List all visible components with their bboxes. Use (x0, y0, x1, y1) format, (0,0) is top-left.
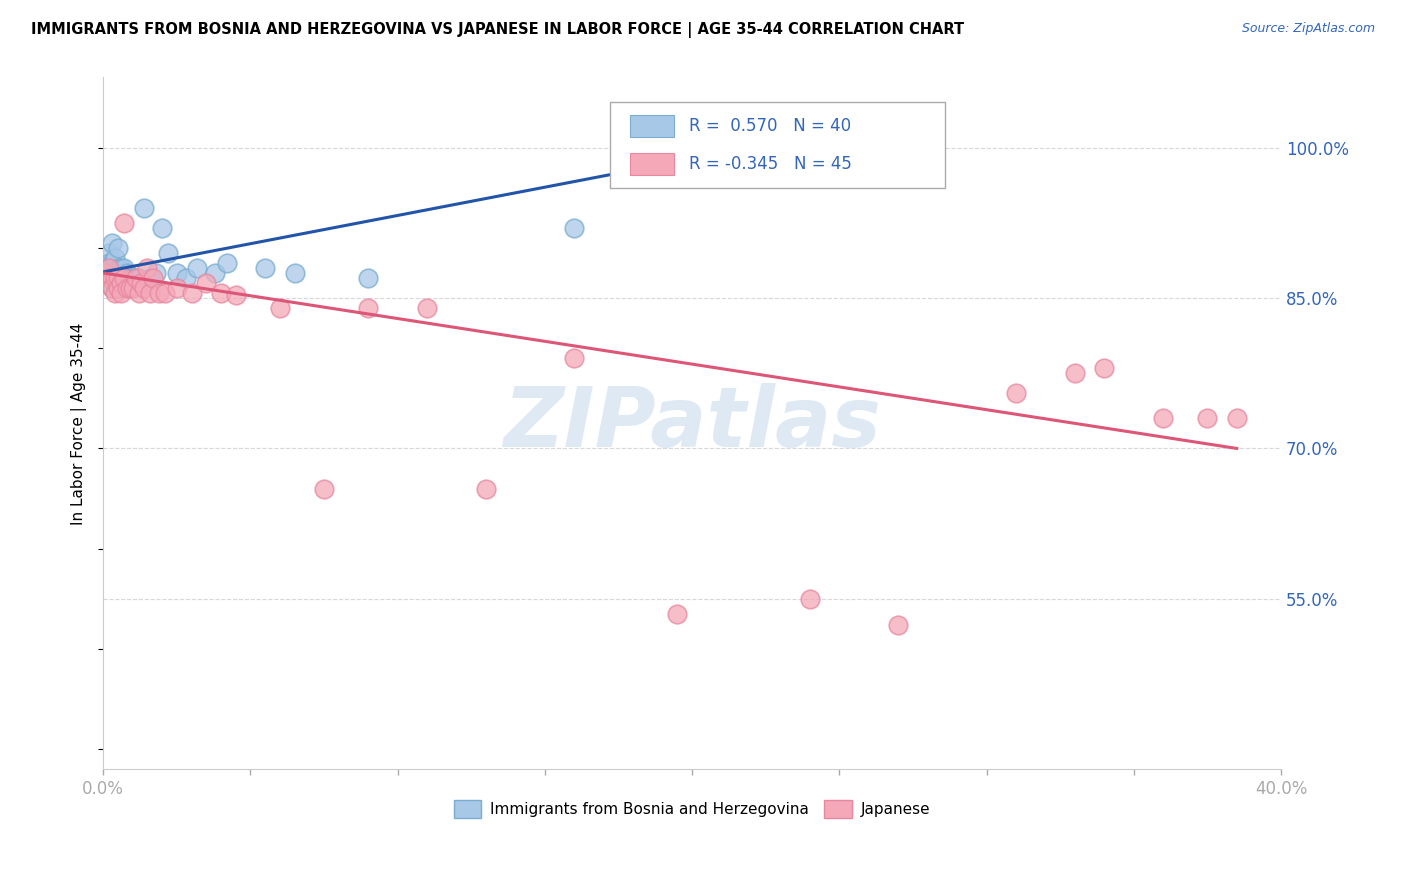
Text: IMMIGRANTS FROM BOSNIA AND HERZEGOVINA VS JAPANESE IN LABOR FORCE | AGE 35-44 CO: IMMIGRANTS FROM BOSNIA AND HERZEGOVINA V… (31, 22, 965, 38)
Point (96, 266, 118, 280)
Point (112, 271, 135, 285)
Point (209, 285, 232, 300)
Point (254, 260, 277, 275)
Point (98, 256, 121, 270)
Point (145, 266, 167, 280)
Point (124, 271, 146, 285)
Point (666, 607, 689, 621)
Point (112, 216, 135, 230)
Point (142, 271, 165, 285)
Point (101, 256, 124, 270)
Point (96, 271, 118, 285)
Point (110, 271, 132, 285)
Point (128, 285, 150, 300)
Point (1092, 361, 1115, 376)
Point (1226, 411, 1249, 425)
FancyBboxPatch shape (630, 115, 675, 136)
Point (150, 220, 173, 235)
Point (98, 271, 121, 285)
Point (1152, 411, 1174, 425)
Point (134, 201, 156, 215)
Text: ZIPatlas: ZIPatlas (503, 383, 882, 464)
Point (128, 271, 150, 285)
Point (136, 260, 159, 275)
Point (115, 281, 138, 295)
Point (740, 141, 762, 155)
FancyBboxPatch shape (630, 153, 675, 175)
Point (101, 235, 124, 250)
Point (1005, 386, 1028, 401)
Point (112, 271, 135, 285)
Point (118, 271, 141, 285)
Point (139, 285, 162, 300)
Point (121, 271, 143, 285)
Point (134, 281, 156, 295)
Point (112, 260, 135, 275)
Point (98, 266, 121, 280)
Point (104, 285, 127, 300)
Legend: Immigrants from Bosnia and Herzegovina, Japanese: Immigrants from Bosnia and Herzegovina, … (447, 794, 936, 824)
Point (357, 301, 380, 315)
Point (101, 271, 124, 285)
Point (562, 220, 585, 235)
Point (186, 260, 208, 275)
Point (153, 285, 176, 300)
Point (101, 281, 124, 295)
Point (312, 482, 335, 496)
Text: R = -0.345   N = 45: R = -0.345 N = 45 (689, 155, 852, 173)
Point (98, 260, 121, 275)
Point (148, 285, 170, 300)
Point (357, 271, 380, 285)
Point (115, 266, 138, 280)
Point (101, 271, 124, 285)
Point (180, 285, 202, 300)
Point (107, 281, 129, 295)
Point (107, 260, 129, 275)
Point (799, 591, 821, 606)
Point (139, 271, 162, 285)
Point (562, 351, 585, 366)
Point (96, 276, 118, 290)
Y-axis label: In Labor Force | Age 35-44: In Labor Force | Age 35-44 (72, 322, 87, 524)
Point (104, 271, 127, 285)
Point (215, 256, 238, 270)
Point (107, 271, 129, 285)
Point (166, 281, 188, 295)
Point (107, 281, 129, 295)
Point (166, 266, 188, 280)
Point (131, 276, 153, 290)
Point (96, 260, 118, 275)
Point (269, 301, 291, 315)
Point (104, 251, 127, 265)
Point (110, 276, 132, 290)
Text: R =  0.570   N = 40: R = 0.570 N = 40 (689, 117, 851, 135)
Point (195, 276, 218, 290)
Point (887, 618, 910, 632)
Point (124, 271, 146, 285)
Point (174, 271, 197, 285)
Point (104, 266, 127, 280)
Point (98, 246, 121, 260)
Point (104, 276, 127, 290)
Point (118, 281, 141, 295)
Point (225, 288, 247, 302)
Point (1063, 366, 1085, 380)
Point (284, 266, 307, 280)
Point (1197, 411, 1219, 425)
Point (110, 285, 132, 300)
Point (110, 260, 132, 275)
Point (156, 246, 179, 260)
FancyBboxPatch shape (610, 102, 945, 188)
Point (416, 301, 439, 315)
Text: Source: ZipAtlas.com: Source: ZipAtlas.com (1241, 22, 1375, 36)
Point (475, 482, 498, 496)
Point (204, 266, 226, 280)
Point (107, 241, 129, 255)
Point (121, 281, 143, 295)
Point (101, 281, 124, 295)
